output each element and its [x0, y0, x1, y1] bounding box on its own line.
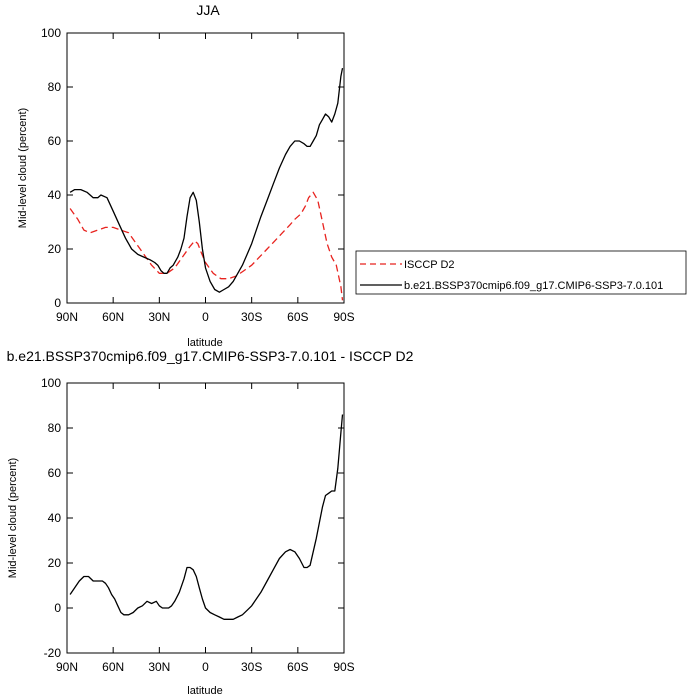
- bottom-chart: b.e21.BSSP370cmip6.f09_g17.CMIP6-SSP3-7.…: [7, 348, 414, 697]
- bottom-chart-y-ticks: -20 0 20 40 60 80 100: [41, 376, 344, 660]
- x-tick-label: 60S: [287, 660, 308, 674]
- x-tick-label: 60N: [102, 310, 124, 324]
- x-tick-label: 30S: [241, 310, 262, 324]
- top-chart-plot-frame: [66, 32, 345, 304]
- bottom-chart-title: b.e21.BSSP370cmip6.f09_g17.CMIP6-SSP3-7.…: [7, 348, 414, 364]
- bottom-chart-lines: [69, 414, 344, 620]
- y-tick-label: 100: [41, 376, 61, 390]
- y-tick-label: 0: [54, 296, 61, 310]
- legend: ISCCP D2 b.e21.BSSP370cmip6.f09_g17.CMIP…: [355, 250, 687, 295]
- top-chart-y-ticks: 0 20 40 60 80 100: [41, 26, 344, 310]
- y-tick-label: 60: [48, 134, 62, 148]
- bottom-chart-plot-frame: [66, 382, 345, 654]
- x-tick-label: 90N: [56, 310, 78, 324]
- x-tick-label: 90N: [56, 660, 78, 674]
- y-tick-label: 80: [48, 80, 62, 94]
- legend-label-model: b.e21.BSSP370cmip6.f09_g17.CMIP6-SSP3-7.…: [404, 280, 663, 292]
- y-tick-label: 80: [48, 421, 62, 435]
- x-tick-label: 60N: [102, 660, 124, 674]
- y-tick-label: 100: [41, 26, 61, 40]
- y-tick-label: -20: [44, 646, 62, 660]
- x-tick-label: 30N: [148, 660, 170, 674]
- bottom-chart-xlabel: latitude: [187, 685, 222, 697]
- y-tick-label: 20: [48, 556, 62, 570]
- x-tick-label: 30S: [241, 660, 262, 674]
- model-series-line: [69, 414, 344, 620]
- y-tick-label: 40: [48, 511, 62, 525]
- bottom-chart-ylabel: Mid-level cloud (percent): [7, 458, 19, 578]
- top-chart: JJA 0 20 40 60 80 100 90N 60N 30N 0 30S 60S 90S Mid…: [17, 2, 687, 349]
- top-chart-title: JJA: [196, 2, 220, 18]
- y-tick-label: 40: [48, 188, 62, 202]
- x-tick-label: 90S: [333, 660, 354, 674]
- bottom-chart-x-ticks: 90N 60N 30N 0 30S 60S 90S: [56, 383, 355, 674]
- top-chart-xlabel: latitude: [187, 337, 222, 349]
- top-chart-x-ticks: 90N 60N 30N 0 30S 60S 90S: [56, 33, 355, 324]
- y-tick-label: 0: [54, 601, 61, 615]
- top-chart-lines: [69, 67, 344, 301]
- top-chart-ylabel: Mid-level cloud (percent): [17, 108, 29, 228]
- isccp-series-line: [69, 191, 344, 301]
- legend-box: [355, 250, 687, 295]
- y-tick-label: 20: [48, 242, 62, 256]
- x-tick-label: 30N: [148, 310, 170, 324]
- x-tick-label: 0: [202, 660, 209, 674]
- x-tick-label: 60S: [287, 310, 308, 324]
- model-series-line: [69, 67, 344, 293]
- x-tick-label: 90S: [333, 310, 354, 324]
- x-tick-label: 0: [202, 310, 209, 324]
- legend-label-isccp: ISCCP D2: [404, 259, 455, 271]
- y-tick-label: 60: [48, 466, 62, 480]
